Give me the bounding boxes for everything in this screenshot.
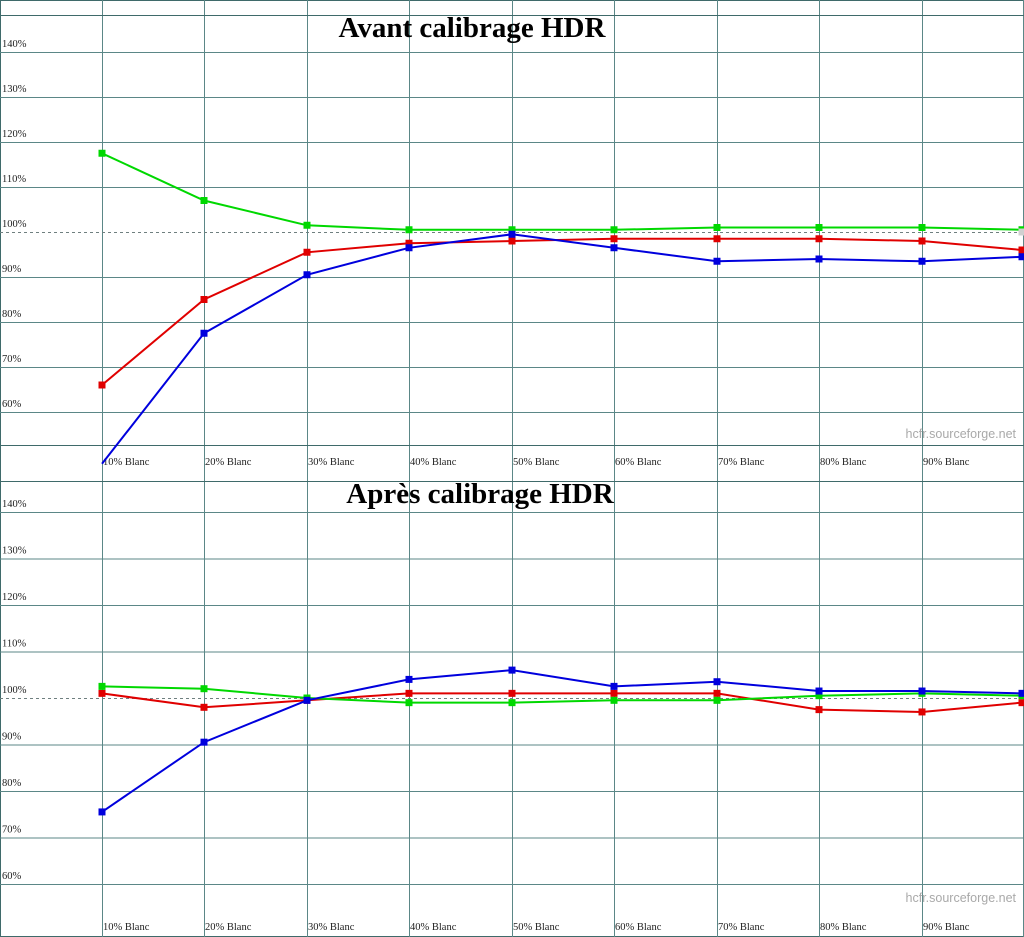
series-blue-line-chart1 [101,233,1023,465]
series-green-marker-40pct-chart2 [405,699,413,707]
series-red-marker-90pct-chart2 [918,708,926,716]
series-green-marker-20pct-chart1 [200,197,208,204]
series-red-marker-100pct-chart1 [1018,246,1024,254]
series-blue-marker-100pct-chart1 [1018,253,1024,261]
x-axis-label-40pct-chart2: 40% Blanc [410,922,457,933]
y-tick-label-120pct-chart1: 120% [2,129,27,140]
x-axis-label-60pct-chart2: 60% Blanc [615,922,662,933]
series-blue-marker-100pct-chart2 [1018,689,1024,697]
series-blue-marker-20pct-chart1 [200,329,208,337]
series-green-marker-10pct-chart2 [98,682,106,690]
series-red-marker-100pct-chart2 [1018,699,1024,707]
series-blue-marker-40pct-chart2 [405,675,413,683]
y-tick-label-120pct-chart2: 120% [2,592,27,603]
series-red-marker-50pct-chart1 [508,237,516,245]
x-axis-label-20pct-chart1: 20% Blanc [205,457,252,468]
x-axis-label-30pct-chart1: 30% Blanc [308,457,355,468]
series-red-marker-70pct-chart1 [713,235,721,243]
y-tick-label-80pct-chart2: 80% [2,778,22,789]
series-green-marker-10pct-chart1 [98,149,106,157]
series-green-marker-30pct-chart1 [303,221,311,229]
y-tick-label-110pct-chart2: 110% [2,639,26,650]
x-axis-label-10pct-chart1: 10% Blanc [103,457,150,468]
series-green-marker-80pct-chart2 [815,692,823,700]
y-tick-label-130pct-chart2: 130% [2,546,27,557]
y-tick-label-100pct-chart1: 100% [2,219,27,230]
y-tick-label-140pct-chart2: 140% [2,499,27,510]
series-blue-marker-60pct-chart1 [610,244,618,252]
y-tick-label-80pct-chart1: 80% [2,309,22,320]
series-green-marker-70pct-chart1 [713,224,721,231]
series-blue-marker-60pct-chart2 [610,682,618,690]
series-red-marker-70pct-chart2 [713,689,721,697]
x-axis-label-70pct-chart1: 70% Blanc [718,457,765,468]
y-tick-label-70pct-chart2: 70% [2,825,22,836]
series-blue-marker-50pct-chart1 [508,230,516,238]
series-blue-marker-80pct-chart1 [815,255,823,263]
x-axis-label-70pct-chart2: 70% Blanc [718,922,765,933]
x-axis-label-50pct-chart1: 50% Blanc [513,457,560,468]
series-red-marker-20pct-chart2 [200,703,208,711]
x-axis-label-10pct-chart2: 10% Blanc [103,922,150,933]
series-blue-marker-90pct-chart2 [918,687,926,695]
series-blue-marker-90pct-chart1 [918,257,926,265]
series-blue-marker-80pct-chart2 [815,687,823,695]
series-red-marker-90pct-chart1 [918,237,926,245]
series-red-marker-60pct-chart2 [610,689,618,697]
y-tick-label-140pct-chart1: 140% [2,39,27,50]
series-green-marker-70pct-chart2 [713,696,721,704]
series-green-marker-50pct-chart1 [508,226,516,234]
series-red-marker-80pct-chart1 [815,235,823,243]
series-blue-marker-40pct-chart1 [405,244,413,252]
y-tick-label-90pct-chart1: 90% [2,264,22,275]
series-red-line-chart1 [101,237,1023,386]
series-red-marker-10pct-chart1 [98,381,106,389]
x-axis-label-20pct-chart2: 20% Blanc [205,922,252,933]
series-red-marker-80pct-chart2 [815,706,823,714]
y-tick-label-60pct-chart1: 60% [2,399,22,410]
series-green-marker-60pct-chart1 [610,226,618,234]
x-axis-label-80pct-chart2: 80% Blanc [820,922,867,933]
series-blue-marker-30pct-chart1 [303,271,311,279]
series-green-marker-40pct-chart1 [405,226,413,234]
y-tick-label-90pct-chart2: 90% [2,732,22,743]
y-tick-label-100pct-chart2: 100% [2,685,27,696]
series-red-marker-40pct-chart1 [405,239,413,247]
series-blue-marker-10pct-chart2 [98,808,106,816]
x-axis-label-90pct-chart2: 90% Blanc [923,922,970,933]
reference-end-marker-chart1 [1018,228,1024,236]
series-green-marker-60pct-chart2 [610,696,618,704]
series-green-line-chart2 [101,685,1023,704]
series-green-marker-80pct-chart1 [815,224,823,231]
y-tick-label-130pct-chart1: 130% [2,84,27,95]
series-red-line-chart2 [101,692,1023,714]
series-red-marker-50pct-chart2 [508,689,516,697]
series-blue-marker-50pct-chart2 [508,666,516,674]
series-red-marker-30pct-chart1 [303,248,311,256]
x-axis-label-60pct-chart1: 60% Blanc [615,457,662,468]
x-axis-label-40pct-chart1: 40% Blanc [410,457,457,468]
x-axis-label-30pct-chart2: 30% Blanc [308,922,355,933]
series-red-marker-10pct-chart2 [98,689,106,697]
series-green-marker-90pct-chart1 [918,224,926,231]
series-green-marker-50pct-chart2 [508,699,516,707]
series-red-marker-40pct-chart2 [405,689,413,697]
y-tick-label-70pct-chart1: 70% [2,354,22,365]
x-axis-label-50pct-chart2: 50% Blanc [513,922,560,933]
series-red-marker-60pct-chart1 [610,235,618,243]
x-axis-label-80pct-chart1: 80% Blanc [820,457,867,468]
series-green-marker-20pct-chart2 [200,685,208,693]
series-blue-marker-30pct-chart2 [303,696,311,704]
series-blue-marker-20pct-chart2 [200,738,208,746]
series-blue-marker-70pct-chart1 [713,257,721,265]
series-blue-marker-70pct-chart2 [713,678,721,686]
y-tick-label-60pct-chart2: 60% [2,871,22,882]
series-green-line-chart1 [101,152,1023,231]
x-axis-label-90pct-chart1: 90% Blanc [923,457,970,468]
y-tick-label-110pct-chart1: 110% [2,174,26,185]
series-blue-line-chart2 [101,669,1023,813]
series-red-marker-20pct-chart1 [200,296,208,303]
